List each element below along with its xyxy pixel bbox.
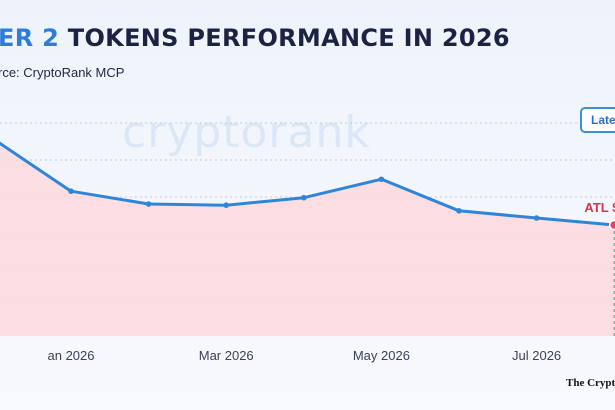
- title-text: TOKENS PERFORMANCE IN 2026: [59, 24, 510, 52]
- x-tick-label: Mar 2026: [199, 348, 254, 363]
- x-tick-label: May 2026: [353, 348, 410, 363]
- publisher-logo: The Crypt: [566, 377, 615, 389]
- title-accent: ER 2: [0, 24, 60, 52]
- page-title: ER 2 TOKENS PERFORMANCE IN 2026: [0, 24, 510, 52]
- data-point: [378, 176, 385, 183]
- source-subtitle: rce: CryptoRank MCP: [0, 65, 125, 80]
- latest-legend-button[interactable]: Lates: [580, 107, 615, 133]
- data-points: [68, 176, 540, 221]
- watermark-text: cryptorank: [122, 107, 371, 158]
- data-point: [533, 215, 540, 221]
- data-point: [68, 188, 74, 194]
- area-fill-decline: [0, 143, 615, 336]
- data-point: [456, 208, 462, 214]
- x-tick-label: Jul 2026: [512, 348, 561, 363]
- atl-marker: [608, 219, 615, 231]
- series-line: [0, 141, 615, 227]
- data-point: [223, 202, 229, 208]
- atl-label: ATL $7B: [584, 200, 615, 215]
- x-tick-label: an 2026: [48, 348, 95, 363]
- data-point: [145, 201, 152, 207]
- data-point: [301, 194, 307, 201]
